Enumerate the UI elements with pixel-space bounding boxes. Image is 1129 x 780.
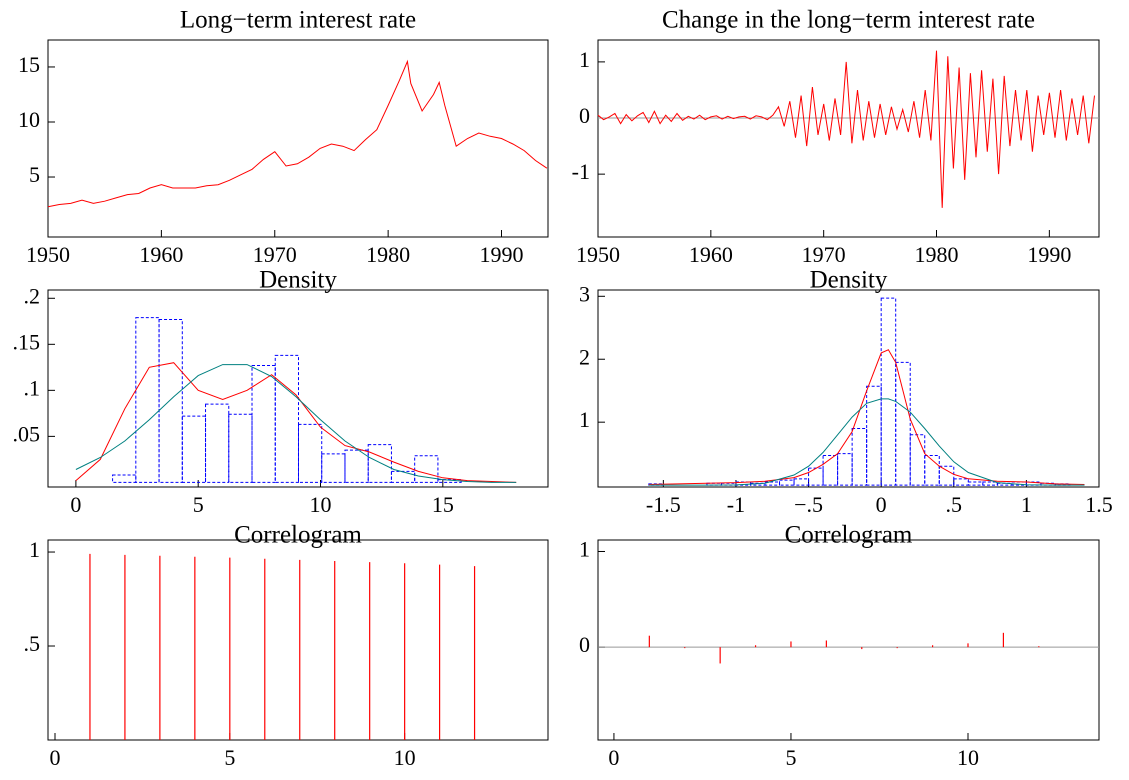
- histogram-bar: [822, 455, 839, 486]
- y-tick-label: .1: [24, 375, 41, 400]
- histogram-bar: [938, 465, 955, 486]
- chart-title: Density: [259, 267, 337, 294]
- x-tick-label: 1960: [139, 242, 183, 267]
- y-tick-label: .05: [13, 421, 41, 446]
- density-curve: [75, 362, 517, 483]
- x-tick-label: 5: [193, 492, 204, 517]
- x-tick-label: 15: [432, 492, 454, 517]
- data-line: [597, 50, 1095, 208]
- y-tick-label: 1: [579, 47, 590, 72]
- x-tick-label: 10: [310, 492, 332, 517]
- x-tick-label: 1: [1021, 492, 1032, 517]
- chart-title: Long−term interest rate: [180, 7, 416, 34]
- histogram-bar: [367, 444, 392, 483]
- histogram-bar: [228, 413, 253, 483]
- chart-title: Correlogram: [234, 522, 362, 549]
- x-tick-label: 1980: [915, 242, 959, 267]
- density-curve: [75, 364, 517, 483]
- x-tick-label: 1.5: [1085, 492, 1113, 517]
- chart-title: Change in the long−term interest rate: [662, 7, 1035, 34]
- density-curve: [648, 398, 1085, 486]
- x-tick-label: -1: [727, 492, 745, 517]
- y-tick-label: 1: [579, 537, 590, 562]
- histogram-bar: [414, 455, 439, 483]
- x-tick-label: 1990: [480, 242, 524, 267]
- histogram-bar: [158, 318, 183, 483]
- y-tick-label: 1: [29, 537, 40, 562]
- histogram-bar: [274, 354, 299, 483]
- x-tick-label: −.5: [794, 492, 823, 517]
- y-tick-label: 0: [579, 632, 590, 657]
- histogram-bar: [344, 449, 369, 483]
- histogram-bar: [837, 453, 853, 486]
- y-tick-label: 10: [18, 107, 40, 132]
- histogram-bar: [112, 474, 137, 483]
- x-tick-label: 0: [608, 745, 619, 770]
- y-tick-label: .5: [24, 631, 41, 656]
- data-line: [47, 59, 548, 208]
- plot-frame: [47, 539, 549, 741]
- histogram-bar: [205, 403, 230, 483]
- histogram-bar: [880, 297, 897, 486]
- y-tick-label: 5: [29, 162, 40, 187]
- x-tick-label: 1980: [366, 242, 410, 267]
- x-tick-label: 0: [70, 492, 81, 517]
- y-tick-label: -1: [572, 159, 590, 184]
- histogram-bar: [135, 317, 160, 483]
- histogram-bar: [895, 361, 911, 486]
- plot-frame: [47, 39, 549, 238]
- histogram-bar: [793, 478, 810, 486]
- x-tick-label: 10: [394, 745, 416, 770]
- y-tick-label: 2: [579, 344, 590, 369]
- plot-frame: [597, 289, 1100, 488]
- histogram-bar: [390, 470, 416, 483]
- histogram-bar: [321, 453, 346, 483]
- histogram-bar: [779, 479, 795, 486]
- histogram-bar: [808, 467, 824, 486]
- chart-title: Density: [810, 267, 888, 294]
- plot-frame: [597, 539, 1100, 741]
- x-tick-label: 1990: [1027, 242, 1071, 267]
- x-tick-label: 1960: [689, 242, 733, 267]
- chart-title: Correlogram: [785, 522, 913, 549]
- histogram-bar: [982, 481, 998, 486]
- y-tick-label: 0: [579, 103, 590, 128]
- plot-frame: [47, 289, 549, 488]
- y-tick-label: .15: [13, 329, 41, 354]
- x-tick-label: 1970: [802, 242, 846, 267]
- x-tick-label: 10: [957, 745, 979, 770]
- histogram-bar: [297, 423, 323, 483]
- histogram-bar: [251, 364, 276, 483]
- histogram-bar: [851, 427, 868, 486]
- x-tick-label: 1970: [253, 242, 297, 267]
- y-tick-label: 1: [579, 407, 590, 432]
- density-curve: [648, 349, 1085, 485]
- histogram-bar: [181, 415, 207, 483]
- y-tick-label: 3: [579, 281, 590, 306]
- histogram-bar: [909, 434, 926, 486]
- y-tick-label: 15: [18, 52, 40, 77]
- x-tick-label: 1950: [26, 242, 70, 267]
- histogram-bar: [924, 455, 940, 486]
- plot-frame: [597, 39, 1100, 238]
- x-tick-label: 5: [224, 745, 235, 770]
- x-tick-label: 1950: [576, 242, 620, 267]
- x-tick-label: -1.5: [646, 492, 681, 517]
- x-tick-label: .5: [946, 492, 963, 517]
- histogram-bar: [866, 385, 882, 486]
- histogram-bar: [967, 481, 984, 486]
- x-tick-label: 0: [876, 492, 887, 517]
- y-tick-label: .2: [24, 283, 41, 308]
- histogram-bar: [953, 478, 969, 486]
- x-tick-label: 0: [49, 745, 60, 770]
- x-tick-label: 5: [785, 745, 796, 770]
